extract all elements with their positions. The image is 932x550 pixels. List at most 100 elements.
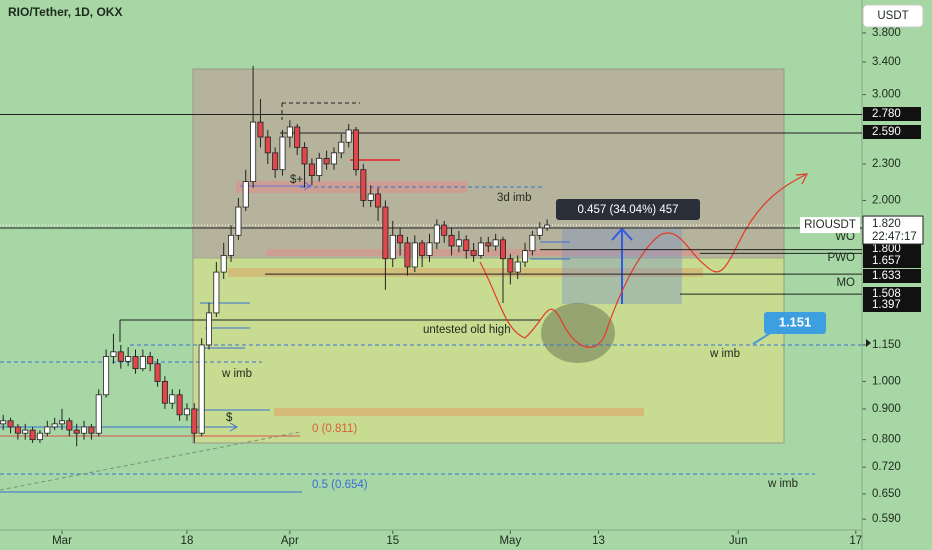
price-label-box — [863, 242, 921, 256]
candle-body — [463, 239, 470, 252]
candle-body — [7, 420, 14, 428]
candle-body — [95, 394, 102, 434]
price-label: 2.590 — [872, 126, 901, 138]
annotation: untested old high — [423, 324, 511, 336]
y-tick-label: 1.150 — [872, 339, 901, 351]
candle-body — [455, 239, 462, 247]
candle-body — [176, 394, 183, 416]
level-name: WO — [835, 231, 855, 243]
candle-body — [29, 429, 36, 441]
candle-body — [139, 356, 146, 370]
candle-body — [264, 136, 271, 154]
candle-body — [441, 224, 448, 236]
annotation: w imb — [767, 478, 798, 490]
annotation: $+ — [290, 174, 303, 186]
candle-body — [419, 242, 426, 256]
candle-body — [367, 193, 374, 201]
candle-body — [470, 250, 477, 256]
candle-body — [448, 234, 455, 247]
candle-body — [352, 129, 359, 171]
candle-body — [485, 242, 492, 247]
candle-body — [323, 157, 330, 165]
candle-body — [81, 426, 88, 434]
y-tick-label: 2.000 — [872, 194, 901, 206]
candle-body — [117, 351, 124, 362]
last-price: 1.820 — [872, 218, 901, 230]
trend-line — [0, 431, 301, 491]
candle-body — [477, 242, 484, 256]
x-tick-label: Mar — [52, 535, 72, 547]
axis-marker — [866, 339, 871, 347]
measure-label-box — [556, 199, 700, 220]
price-label: 1.508 — [872, 288, 901, 300]
candle-body — [308, 163, 315, 176]
y-tick-label: 0.720 — [872, 461, 901, 473]
price-label-box — [863, 269, 921, 283]
gray-zone — [193, 69, 784, 258]
candle-body — [161, 381, 168, 404]
price-label: 1.657 — [872, 255, 901, 267]
y-tick-label: 0.590 — [872, 513, 901, 525]
candle-body — [397, 234, 404, 244]
candle-body — [242, 181, 249, 208]
currency[interactable]: USDT — [877, 10, 908, 22]
candle-body — [103, 356, 110, 396]
y-tick-label: 3.800 — [872, 27, 901, 39]
candle-body — [88, 426, 95, 434]
candle-body — [507, 258, 514, 273]
candle-body — [205, 312, 212, 346]
y-tick-label: 0.900 — [872, 403, 901, 415]
imbalance-zone — [274, 408, 644, 416]
candle-body — [536, 227, 543, 236]
zone-border — [192, 68, 785, 444]
y-tick-label: 1.000 — [872, 375, 901, 387]
candle-body — [330, 152, 337, 165]
candle-body — [257, 121, 264, 138]
candle-body — [191, 408, 198, 434]
candle-body — [125, 356, 132, 362]
imbalance-zone — [228, 268, 703, 277]
target-box — [764, 312, 826, 334]
candle-body — [345, 129, 352, 143]
candle-body — [529, 234, 536, 252]
candle-body — [0, 420, 7, 425]
arrow — [229, 422, 239, 432]
candle-body — [389, 234, 396, 260]
candle-body — [514, 261, 521, 273]
candle-body — [375, 193, 382, 208]
x-tick-label: Apr — [281, 535, 299, 547]
last-price-box — [862, 215, 924, 245]
measure-arrow — [611, 227, 633, 241]
candle-body — [110, 351, 117, 357]
candle-body — [235, 206, 242, 236]
candle-body — [147, 356, 154, 365]
x-tick-label: 17 — [849, 535, 862, 547]
candle-body — [36, 432, 43, 441]
y-tick-label: 2.300 — [872, 158, 901, 170]
price-label-box — [863, 107, 921, 121]
candle-body — [14, 426, 21, 434]
currency-box[interactable] — [862, 4, 924, 28]
candle-body — [183, 408, 190, 416]
price-label: 1.397 — [872, 299, 901, 311]
candle-body — [492, 239, 499, 247]
highlight-circle — [541, 303, 615, 363]
measure-label: 0.457 (34.04%) 457 — [577, 204, 678, 216]
candle-body — [338, 141, 345, 154]
candle-body — [499, 239, 506, 260]
candle-body — [544, 224, 551, 229]
candle-body — [66, 420, 73, 431]
annotation: $ — [226, 412, 233, 424]
candle-body — [411, 242, 418, 268]
countdown: 22:47:17 — [872, 231, 917, 243]
price-label: 1.633 — [872, 270, 901, 282]
annotation: 3d imb — [497, 192, 532, 204]
annotation: 0.5 (0.654) — [312, 479, 368, 491]
level-name: PWO — [828, 252, 856, 264]
candle-body — [272, 152, 279, 171]
annotation: w imb — [221, 368, 252, 380]
x-tick-label: Jun — [729, 535, 748, 547]
price-label-box — [863, 254, 921, 268]
projection-arrow — [795, 173, 809, 185]
